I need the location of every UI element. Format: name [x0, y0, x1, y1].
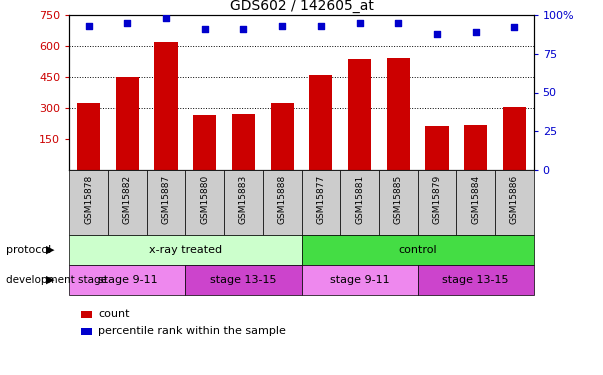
Text: GSM15885: GSM15885 — [394, 175, 403, 225]
Point — [510, 24, 519, 30]
Text: percentile rank within the sample: percentile rank within the sample — [98, 326, 286, 336]
Text: GSM15882: GSM15882 — [123, 175, 132, 224]
Bar — [425, 126, 449, 170]
Bar — [271, 103, 294, 170]
Text: GSM15884: GSM15884 — [471, 175, 480, 224]
Point — [200, 26, 210, 32]
Text: development stage: development stage — [6, 275, 107, 285]
Bar — [224, 170, 263, 235]
Bar — [69, 170, 108, 235]
Point — [161, 15, 171, 21]
Point — [277, 23, 287, 29]
Bar — [503, 107, 526, 170]
Text: control: control — [398, 245, 437, 255]
Text: GSM15888: GSM15888 — [277, 175, 286, 225]
Text: stage 9-11: stage 9-11 — [98, 275, 157, 285]
Point — [122, 20, 132, 26]
Bar — [464, 124, 487, 170]
Bar — [69, 235, 302, 265]
Point — [239, 26, 248, 32]
Text: GSM15877: GSM15877 — [317, 175, 326, 225]
Bar — [379, 170, 417, 235]
Bar — [69, 265, 186, 295]
Bar — [108, 170, 147, 235]
Text: GSM15880: GSM15880 — [200, 175, 209, 225]
Point — [432, 31, 442, 37]
Bar — [309, 75, 332, 170]
Bar — [302, 265, 417, 295]
Bar — [495, 170, 534, 235]
Bar — [417, 170, 456, 235]
Point — [316, 23, 326, 29]
Point — [393, 20, 403, 26]
Bar — [186, 170, 224, 235]
Text: GSM15879: GSM15879 — [432, 175, 441, 225]
Bar — [417, 265, 534, 295]
Text: GSM15887: GSM15887 — [162, 175, 171, 225]
Bar — [387, 58, 410, 170]
Text: ▶: ▶ — [46, 245, 54, 255]
Bar — [348, 59, 371, 170]
Bar — [77, 103, 100, 170]
Bar — [456, 170, 495, 235]
Point — [355, 20, 364, 26]
Bar — [193, 115, 216, 170]
Point — [471, 29, 481, 35]
Bar — [147, 170, 186, 235]
Text: x-ray treated: x-ray treated — [149, 245, 222, 255]
Text: stage 9-11: stage 9-11 — [330, 275, 390, 285]
Point — [84, 23, 93, 29]
Title: GDS602 / 142605_at: GDS602 / 142605_at — [230, 0, 373, 13]
Text: GSM15883: GSM15883 — [239, 175, 248, 225]
Text: stage 13-15: stage 13-15 — [210, 275, 277, 285]
Text: GSM15881: GSM15881 — [355, 175, 364, 225]
Bar — [186, 265, 302, 295]
Bar — [263, 170, 302, 235]
Text: GSM15886: GSM15886 — [510, 175, 519, 225]
Text: ▶: ▶ — [46, 275, 54, 285]
Text: stage 13-15: stage 13-15 — [443, 275, 509, 285]
Bar — [302, 235, 534, 265]
Bar — [154, 42, 178, 170]
Bar — [116, 77, 139, 170]
Bar — [302, 170, 340, 235]
Text: protocol: protocol — [6, 245, 51, 255]
Bar — [232, 114, 255, 170]
Text: count: count — [98, 309, 130, 320]
Text: GSM15878: GSM15878 — [84, 175, 93, 225]
Bar — [340, 170, 379, 235]
